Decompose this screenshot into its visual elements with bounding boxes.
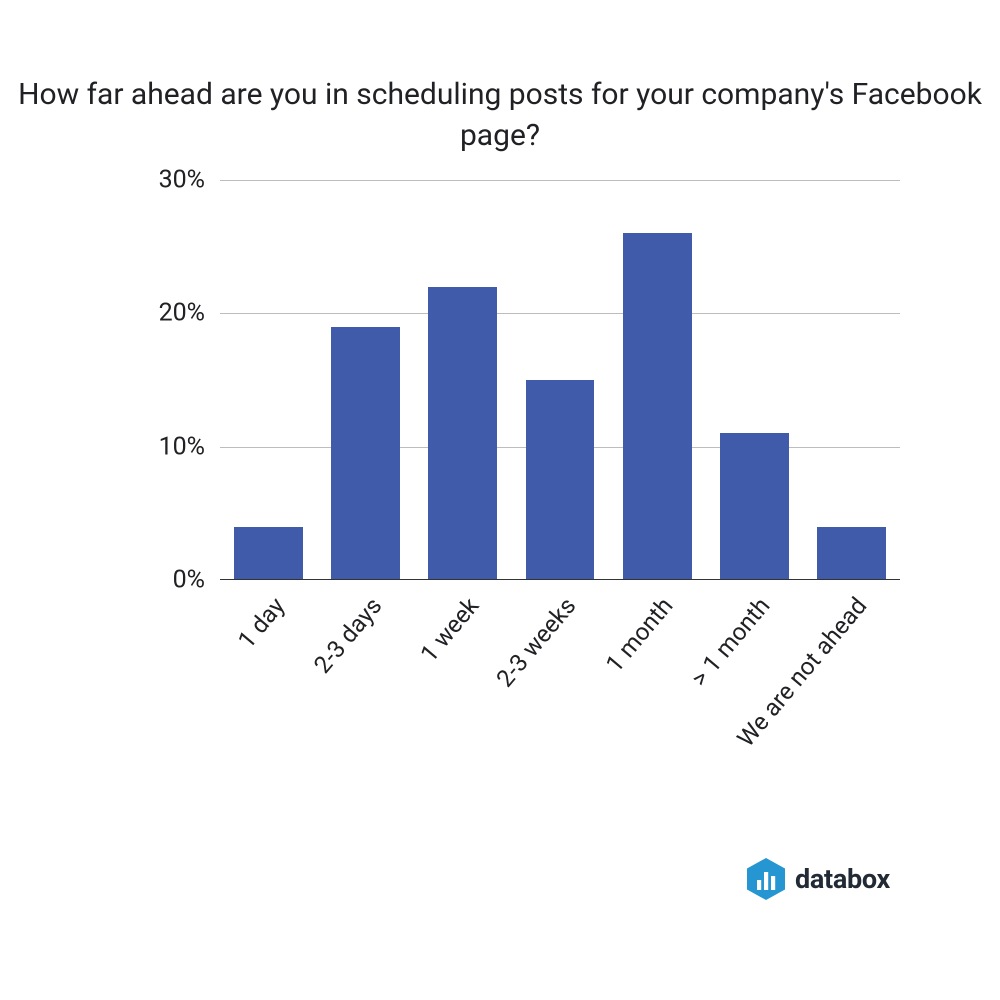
databox-logo-text: databox bbox=[795, 863, 890, 895]
bar-slot bbox=[317, 180, 414, 580]
chart-plot-area: 1 day2-3 days1 week2-3 weeks1 month> 1 m… bbox=[220, 180, 900, 580]
databox-logo-icon bbox=[747, 858, 785, 900]
x-axis-tick-label: 1 day bbox=[232, 592, 290, 654]
bar bbox=[817, 527, 886, 580]
y-axis-tick-label: 0% bbox=[105, 566, 205, 595]
x-axis-tick-label: 1 month bbox=[600, 592, 678, 678]
bar bbox=[331, 327, 400, 580]
bar bbox=[526, 380, 595, 580]
chart-container: How far ahead are you in scheduling post… bbox=[0, 0, 1000, 1000]
bars-group bbox=[220, 180, 900, 580]
x-axis-tick-label: 1 week bbox=[415, 592, 485, 668]
bar-slot bbox=[609, 180, 706, 580]
x-axis-baseline bbox=[220, 579, 900, 580]
bar-slot bbox=[706, 180, 803, 580]
x-axis-tick-label: 2-3 days bbox=[308, 592, 387, 679]
y-axis-tick-label: 30% bbox=[105, 166, 205, 195]
bar bbox=[623, 233, 692, 580]
databox-logo: databox bbox=[747, 858, 890, 900]
bar-slot bbox=[220, 180, 317, 580]
y-axis-tick-label: 10% bbox=[105, 432, 205, 461]
y-axis-tick-label: 20% bbox=[105, 299, 205, 328]
plot: 1 day2-3 days1 week2-3 weeks1 month> 1 m… bbox=[220, 180, 900, 580]
bar bbox=[234, 527, 303, 580]
chart-title: How far ahead are you in scheduling post… bbox=[0, 75, 1000, 156]
bar bbox=[720, 433, 789, 580]
bar-slot bbox=[414, 180, 511, 580]
x-axis-tick-label: > 1 month bbox=[685, 592, 775, 692]
bar-slot bbox=[803, 180, 900, 580]
x-axis-tick-label: 2-3 weeks bbox=[491, 592, 582, 692]
bar bbox=[428, 287, 497, 580]
bar-slot bbox=[511, 180, 608, 580]
